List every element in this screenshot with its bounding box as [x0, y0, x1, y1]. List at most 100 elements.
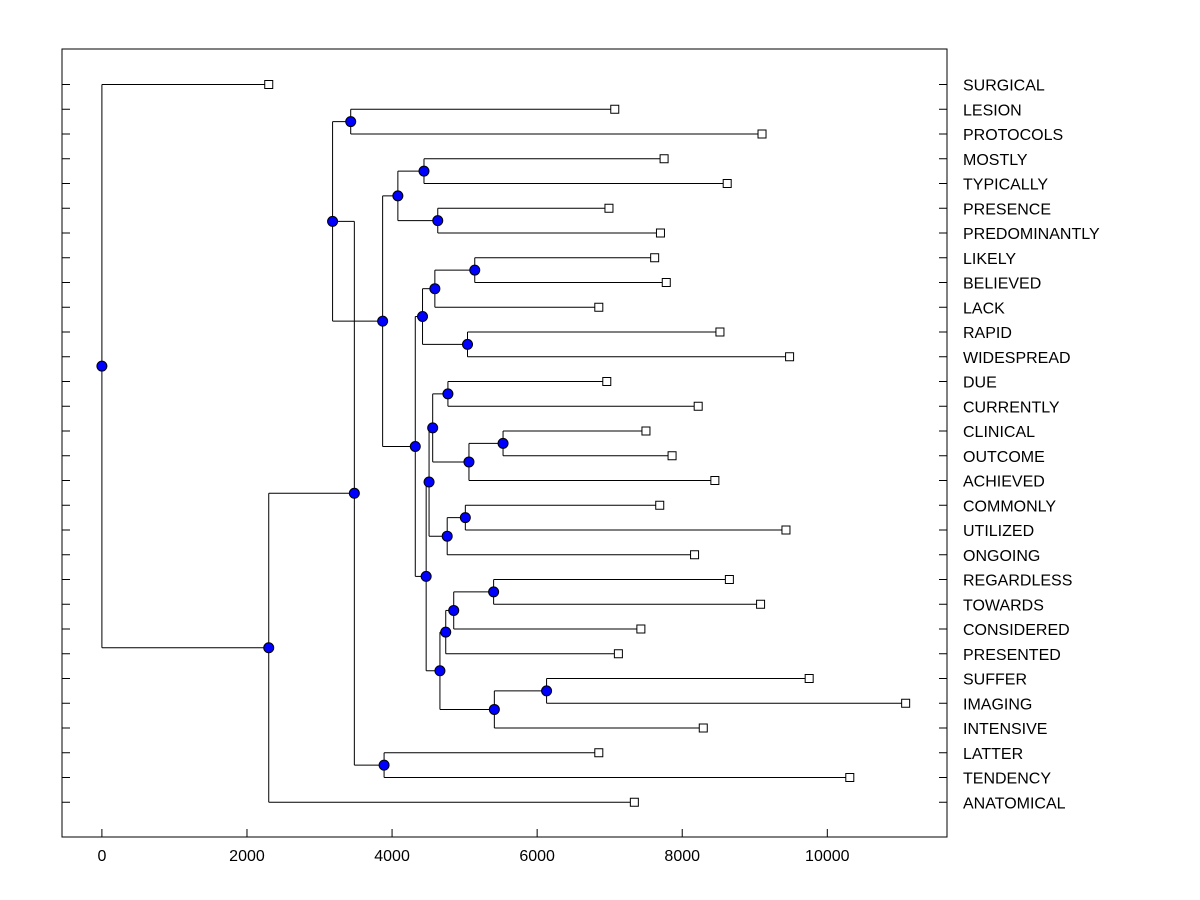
- merge-node: [429, 283, 441, 295]
- merge-node: [423, 476, 435, 488]
- merge-node: [488, 703, 500, 715]
- leaf-marker: [613, 649, 623, 659]
- leaf-markers: [264, 80, 911, 807]
- merge-node: [377, 315, 389, 327]
- leaf-marker: [785, 352, 795, 362]
- merge-node: [488, 586, 500, 598]
- leaf-marker: [655, 500, 665, 510]
- leaf-label: LATTER: [963, 746, 1023, 763]
- leaf-label: RAPID: [963, 325, 1012, 342]
- merge-nodes: [96, 116, 553, 771]
- leaf-label: SUFFER: [963, 672, 1027, 689]
- merge-node: [441, 530, 453, 542]
- x-tick-label: 2000: [229, 848, 265, 865]
- merge-node: [434, 665, 446, 677]
- leaf-marker: [629, 797, 639, 807]
- leaf-label: TYPICALLY: [963, 177, 1048, 194]
- leaf-marker: [724, 575, 734, 584]
- leaf-label: PRESENTED: [963, 647, 1061, 664]
- leaf-marker: [264, 80, 274, 89]
- leaf-marker: [901, 698, 911, 708]
- merge-node: [440, 626, 452, 638]
- leaf-marker: [594, 748, 604, 758]
- merge-node: [392, 190, 404, 202]
- merge-node: [378, 759, 390, 771]
- leaf-labels: SURGICAL LESION PROTOCOLS MOSTLY TYPICALLY PR…: [963, 78, 1100, 813]
- leaf-label: TOWARDS: [963, 597, 1044, 614]
- merge-node: [420, 570, 432, 582]
- merge-node: [459, 512, 471, 524]
- leaf-label: WIDESPREAD: [963, 350, 1071, 367]
- x-axis: 0 2000 4000 6000 8000 10000: [97, 829, 850, 865]
- leaf-label: CONSIDERED: [963, 622, 1070, 639]
- leaf-marker: [610, 104, 620, 114]
- leaf-marker: [757, 129, 767, 139]
- leaf-label: ONGOING: [963, 548, 1040, 565]
- leaf-marker: [710, 476, 720, 485]
- x-tick-label: 0: [97, 848, 106, 865]
- leaf-marker: [650, 253, 660, 263]
- merge-node: [541, 685, 553, 697]
- leaf-label: MOSTLY: [963, 152, 1028, 169]
- leaf-marker: [659, 154, 669, 164]
- merge-node: [442, 388, 454, 400]
- leaf-marker: [690, 550, 700, 560]
- merge-node: [409, 440, 421, 452]
- leaf-label: SURGICAL: [963, 78, 1045, 95]
- leaf-marker: [602, 377, 612, 386]
- merge-node: [427, 422, 439, 434]
- leaf-marker: [715, 327, 725, 337]
- merge-node: [448, 604, 460, 616]
- leaf-label: PRESENCE: [963, 201, 1051, 218]
- leaf-label: INTENSIVE: [963, 721, 1047, 738]
- x-tick-label: 4000: [374, 848, 410, 865]
- merge-node: [348, 487, 360, 499]
- merge-node: [417, 311, 429, 323]
- merge-node: [497, 437, 509, 449]
- leaf-marker: [655, 228, 665, 238]
- leaf-label: PROTOCOLS: [963, 127, 1063, 144]
- leaf-label: CLINICAL: [963, 424, 1035, 441]
- merge-node: [463, 456, 475, 468]
- leaf-marker: [693, 401, 703, 411]
- leaf-label: REGARDLESS: [963, 573, 1072, 590]
- leaf-label: CURRENTLY: [963, 399, 1060, 416]
- left-axis-ticks: [62, 84, 70, 803]
- merge-node: [327, 215, 339, 227]
- leaf-marker: [636, 624, 646, 634]
- merge-node: [345, 116, 357, 128]
- leaf-label: ACHIEVED: [963, 474, 1045, 491]
- x-tick-label: 8000: [664, 848, 700, 865]
- right-axis-ticks: [939, 84, 947, 803]
- leaf-label: DUE: [963, 375, 997, 392]
- x-tick-label: 6000: [519, 848, 555, 865]
- leaf-marker: [661, 278, 671, 287]
- leaf-label: LESION: [963, 102, 1022, 119]
- x-tick-label: 10000: [805, 848, 850, 865]
- leaf-marker: [594, 302, 604, 312]
- leaf-label: PREDOMINANTLY: [963, 226, 1100, 243]
- leaf-label: BELIEVED: [963, 276, 1041, 293]
- leaf-label: UTILIZED: [963, 523, 1034, 540]
- leaf-marker: [604, 203, 614, 213]
- leaf-marker: [667, 451, 677, 461]
- merge-node: [96, 360, 108, 372]
- leaf-marker: [845, 773, 855, 782]
- merge-node: [418, 165, 430, 177]
- leaf-marker: [804, 674, 814, 683]
- merge-node: [263, 642, 275, 654]
- leaf-label: ANATOMICAL: [963, 795, 1066, 812]
- merge-node: [469, 264, 481, 276]
- merge-node: [432, 215, 444, 227]
- leaf-marker: [756, 599, 766, 609]
- leaf-marker: [698, 723, 708, 733]
- leaf-label: LACK: [963, 300, 1005, 317]
- leaf-label: OUTCOME: [963, 449, 1045, 466]
- leaf-label: COMMONLY: [963, 498, 1056, 515]
- leaf-label: TENDENCY: [963, 771, 1051, 788]
- merge-node: [462, 338, 474, 350]
- leaf-label: LIKELY: [963, 251, 1016, 268]
- leaf-marker: [781, 525, 791, 535]
- leaf-marker: [722, 179, 732, 188]
